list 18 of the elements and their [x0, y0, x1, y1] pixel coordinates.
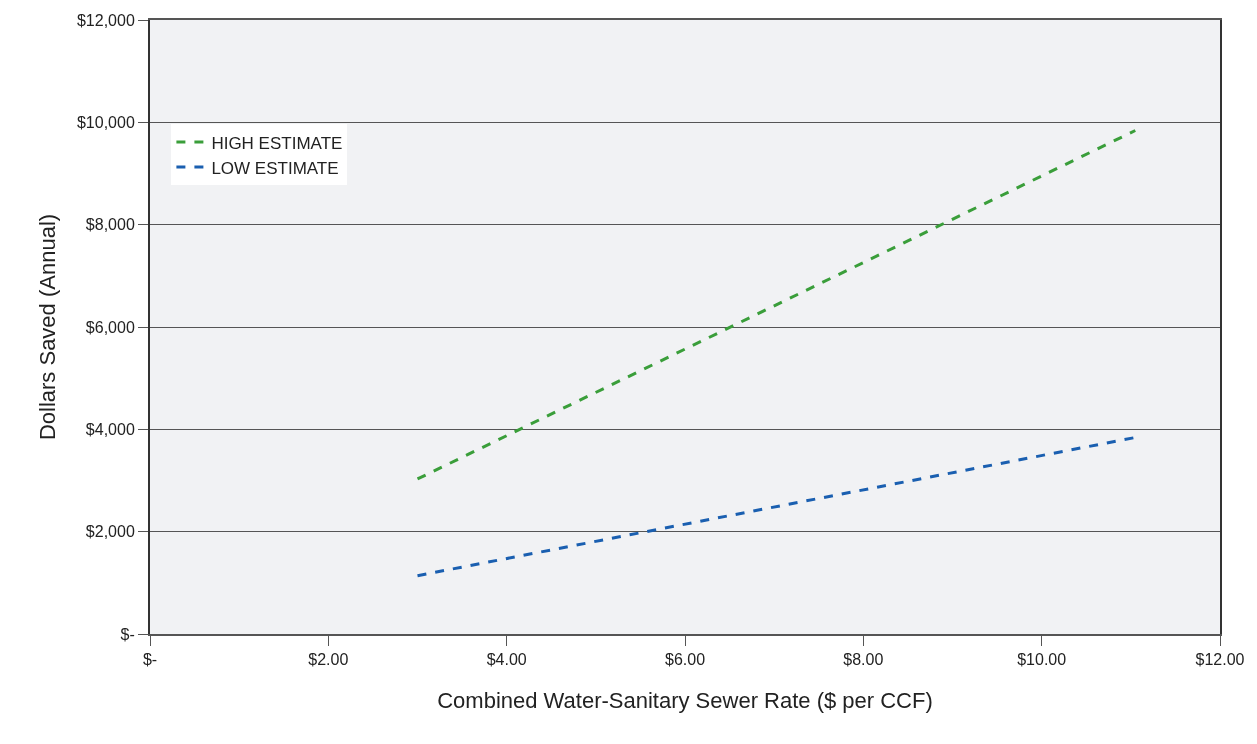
x-tick-label: $10.00	[1017, 651, 1067, 669]
y-tick-label: $2,000	[85, 523, 135, 541]
y-tick-label: $6,000	[85, 318, 135, 336]
legend-label: LOW ESTIMATE	[211, 158, 339, 178]
x-tick-label: $-	[142, 651, 158, 669]
legend-label: HIGH ESTIMATE	[211, 133, 343, 153]
x-axis-title: Combined Water-Sanitary Sewer Rate ($ per CCF)	[437, 687, 933, 713]
x-tick-label: $4.00	[486, 651, 527, 669]
x-tick-label: $12.00	[1195, 651, 1245, 669]
y-tick-label: $8,000	[85, 216, 135, 234]
y-tick-label: $-	[120, 625, 135, 643]
y-axis-title: Dollars Saved (Annual)	[35, 213, 61, 441]
x-tick-label: $2.00	[308, 651, 349, 669]
y-tick-label: $12,000	[76, 11, 135, 29]
y-tick-label: $10,000	[76, 113, 135, 131]
x-tick-label: $8.00	[843, 651, 884, 669]
x-tick-label: $6.00	[664, 651, 706, 669]
y-tick-label: $4,000	[85, 420, 135, 438]
